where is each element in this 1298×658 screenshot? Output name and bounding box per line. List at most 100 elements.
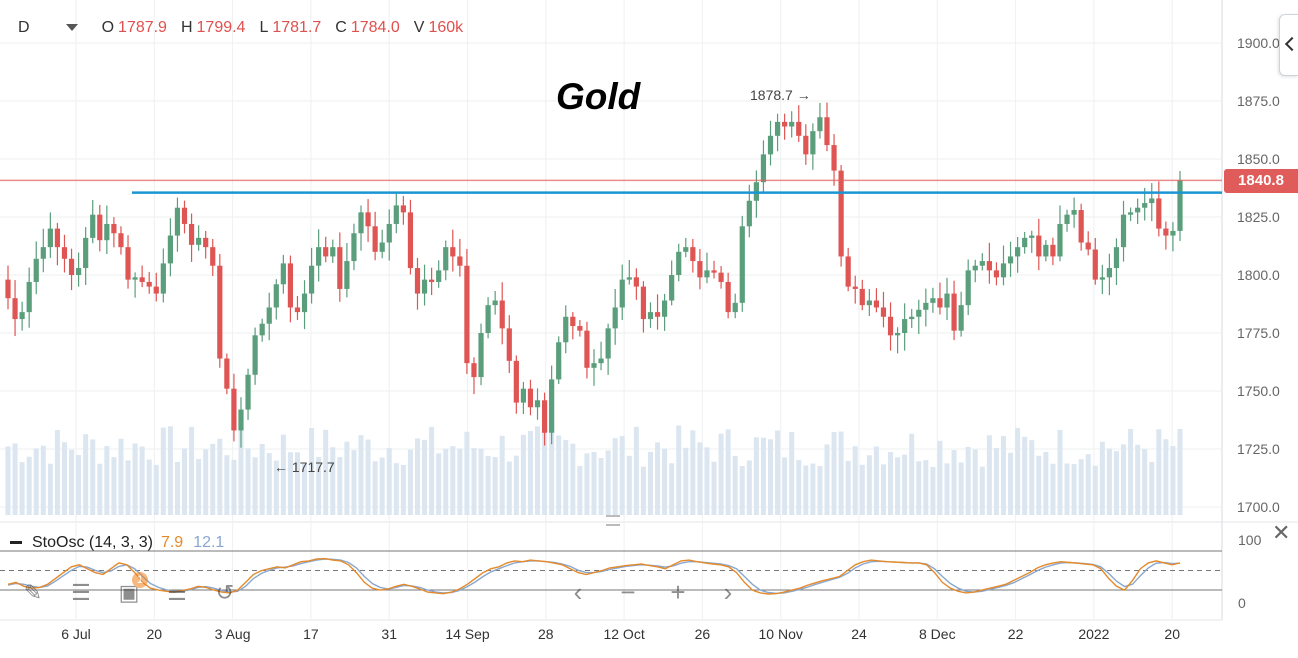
volume-bar <box>937 440 943 515</box>
volume-bar <box>951 450 957 515</box>
candle-body <box>457 256 463 266</box>
volume-bar <box>189 426 195 515</box>
oscillator-legend[interactable]: StoOsc (14, 3, 3) 7.9 12.1 <box>10 534 224 552</box>
chevron-right-icon[interactable]: › <box>723 576 733 607</box>
layers-icon[interactable]: ▣ 1 <box>114 572 148 607</box>
volume-bar <box>224 455 230 515</box>
candle-body <box>690 247 696 262</box>
candle-body <box>386 223 392 243</box>
chevron-down-icon[interactable] <box>65 24 78 32</box>
close-icon[interactable]: ✕ <box>1272 520 1291 545</box>
candle-body <box>662 300 668 317</box>
volume-bar <box>344 441 350 515</box>
pane-resize-handle[interactable] <box>606 515 620 526</box>
sliders-icon[interactable]: ⚌ <box>167 580 187 605</box>
candle-body <box>1177 180 1183 231</box>
candle-body <box>19 312 25 320</box>
candle-body <box>280 263 286 285</box>
volume-bar <box>824 444 830 515</box>
volume-bar <box>457 448 463 515</box>
candle-body <box>894 333 901 336</box>
candle-body <box>379 242 385 252</box>
candle-body <box>1092 249 1098 280</box>
volume-bar <box>210 443 216 515</box>
candle-body <box>344 261 350 289</box>
volume-bar <box>930 466 936 515</box>
candle-body <box>520 388 526 403</box>
candle-body <box>450 247 456 257</box>
x-tick-label: 20 <box>147 626 163 642</box>
zoom-out-icon[interactable]: − <box>620 576 636 607</box>
candle-body <box>633 277 639 287</box>
volume-bar <box>817 466 823 515</box>
chevron-left-icon[interactable]: ‹ <box>573 576 583 607</box>
volume-bar <box>61 442 67 515</box>
volume-bar <box>605 450 611 515</box>
candle-body <box>549 379 555 433</box>
candle-body <box>584 330 590 368</box>
collapse-panel-button[interactable] <box>1279 14 1298 76</box>
x-tick-label: 12 Oct <box>603 626 644 642</box>
candle-body <box>838 170 844 257</box>
volume-bar <box>118 438 124 515</box>
volume-bar <box>287 452 293 515</box>
volume-bar <box>909 433 915 515</box>
candle-body <box>1007 256 1014 264</box>
layers-badge: 1 <box>132 572 148 588</box>
candle-body <box>414 268 421 294</box>
undo-icon[interactable]: ↺ <box>215 580 235 605</box>
volume-bar <box>294 452 300 515</box>
candle-body <box>316 247 322 266</box>
volume-label: V <box>413 19 425 36</box>
volume-bar <box>139 446 145 515</box>
candle-body <box>591 363 597 368</box>
volume-bar <box>916 461 922 515</box>
volume-bar <box>125 460 131 515</box>
volume-bar <box>5 446 11 515</box>
volume-bar <box>1156 429 1162 515</box>
x-tick-label: 8 Dec <box>919 626 956 642</box>
osc-scale-label: 100 <box>1238 532 1262 548</box>
candle-body <box>1000 263 1007 278</box>
x-tick-label: 28 <box>538 626 554 642</box>
volume-bar <box>690 430 696 515</box>
candle-body <box>852 286 858 289</box>
volume-bar <box>739 465 745 515</box>
candle-body <box>492 300 498 306</box>
drawing-toolbar: ✎ ☰ ▣ 1 ⚌ ↺ <box>18 572 258 608</box>
candle-body <box>704 270 710 278</box>
volume-bar <box>464 431 470 515</box>
candle-body <box>760 154 767 183</box>
candle-body <box>224 358 230 389</box>
candle-body <box>111 223 117 234</box>
volume-bar <box>1121 444 1127 515</box>
candle-body <box>845 256 851 287</box>
volume-bar <box>393 463 399 515</box>
volume-bar <box>203 449 209 515</box>
candle-body <box>711 270 717 273</box>
zoom-in-icon[interactable]: + <box>670 576 686 607</box>
pencil-icon[interactable]: ✎ <box>23 580 43 605</box>
candle-body <box>676 251 682 275</box>
volume-bar <box>1170 446 1176 515</box>
volume-bar <box>732 455 738 515</box>
candle-body <box>556 342 562 380</box>
candle-body <box>266 307 272 324</box>
notes-icon[interactable]: ☰ <box>71 580 91 605</box>
candle-body <box>1163 228 1169 236</box>
volume-bar <box>775 430 781 515</box>
x-tick-label: 2022 <box>1078 626 1109 642</box>
interval-label[interactable]: D <box>18 19 30 36</box>
candle-body <box>527 388 534 408</box>
volume-bar <box>1050 463 1056 515</box>
candle-body <box>245 374 251 410</box>
volume-bar <box>852 446 858 515</box>
volume-bar <box>429 426 435 515</box>
candle-body <box>873 300 880 308</box>
candle-body <box>817 117 823 132</box>
volume-bar <box>1092 465 1098 515</box>
close-label: C <box>335 19 347 36</box>
volume-bar <box>683 447 689 515</box>
volume-bar <box>499 435 505 515</box>
